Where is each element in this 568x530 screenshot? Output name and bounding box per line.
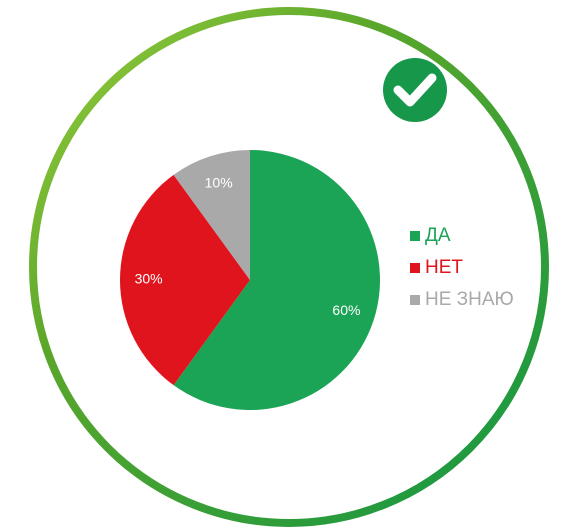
slice-label: 10%: [205, 174, 233, 190]
pie-slice: [173, 150, 250, 280]
decor-ring: [29, 7, 549, 527]
pie-slice: [173, 150, 380, 410]
legend-swatch: [410, 295, 420, 305]
legend-swatch: [410, 231, 420, 241]
check-badge: [383, 58, 447, 122]
legend-label: НЕТ: [425, 257, 463, 278]
legend-label: НЕ ЗНАЮ: [425, 289, 514, 310]
legend-swatch: [410, 263, 420, 273]
legend-label: ДА: [425, 225, 451, 246]
pie-slice: [120, 174, 250, 386]
slice-label: 60%: [332, 302, 360, 318]
slice-label: 30%: [135, 271, 163, 287]
